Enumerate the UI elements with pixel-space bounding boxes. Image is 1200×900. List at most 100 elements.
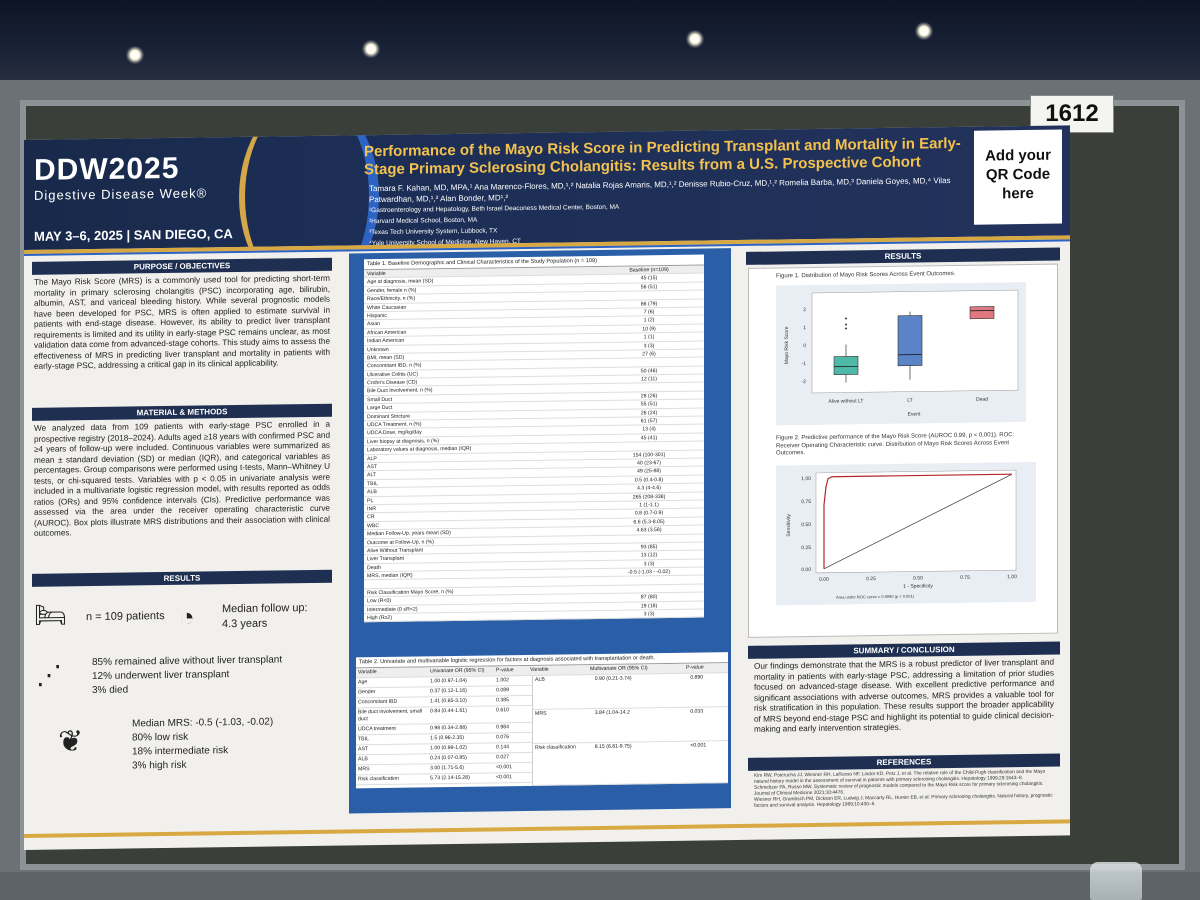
table-2-header-cell: Multivariate OR (95% CI) [590, 665, 648, 673]
methods-text: We analyzed data from 109 patients with … [34, 419, 330, 538]
x-tick: Dead [976, 397, 988, 403]
clock-icon: ◔ [179, 601, 195, 632]
outlier-point [845, 323, 847, 326]
table-1-cell-value: 3 (3) [643, 560, 655, 568]
roc-curve [823, 473, 1012, 569]
table-2-uni-row: Risk classification 5.73 (2.14-15.28) <0.0… [356, 772, 532, 786]
purpose-text: The Mayo Risk Score (MRS) is a commonly … [34, 273, 330, 371]
table-1-cell-value: 1 (2) [643, 317, 655, 324]
table-2-cell: Bile duct involvement, small duct [358, 708, 423, 723]
table-2-cell: 0.98 (0.34-2.88) [430, 724, 467, 732]
table-1-cell-value [594, 291, 704, 300]
summary-heading: SUMMARY / CONCLUSION [748, 641, 1060, 659]
plastic-cup [1090, 862, 1142, 900]
table-2-header-cell: Variable [358, 669, 377, 676]
x-axis-label: 1 - Specificity [903, 583, 933, 589]
followup-value: 4.3 years [222, 617, 268, 631]
table-2-cell: 0.984 [496, 724, 509, 731]
table-2-cell: 8.15 (6.81-9.75) [594, 743, 632, 751]
board-base [0, 872, 1200, 900]
table-1-cell-value: 3 (3) [643, 611, 655, 618]
ceiling-light [686, 30, 704, 48]
qr-placeholder: Add your QR Code here [974, 129, 1062, 225]
table-2-cell: Concomitant IBD [358, 698, 398, 706]
header-decoration [239, 125, 379, 250]
y-tick: 0 [803, 343, 806, 349]
table-2-header-cell: P-value [496, 667, 514, 674]
reference-line [823, 473, 1013, 570]
ddw-logo: DDW2025 Digestive Disease Week® MAY 3–6,… [34, 151, 244, 244]
table-2-header-cell: Univariate OR (95% CI) [430, 667, 485, 675]
table-2-cell: 3.84 (1.04-14.2 [594, 709, 630, 717]
table-1-cell-value: 87 (80) [640, 594, 658, 601]
table-1-cell-value: 6.6 (5.3-8.05) [633, 518, 665, 526]
outcome-died: 3% died [92, 684, 129, 697]
table-2-cell: 0.890 [690, 674, 704, 681]
table-2-cell: ALB [535, 676, 545, 683]
figure-1-boxplot: 2 1 0 -1 -2 Mayo Risk Score Alive withou… [776, 282, 1026, 426]
table-2-cell: AST [358, 746, 369, 753]
table-2-cell: UDCA treatment [358, 725, 396, 733]
box-dead [969, 306, 995, 320]
table-2-body: Age 1.00 (0.97-1.04) 1.002 Gender 0.37 (0.12… [356, 673, 728, 788]
y-tick: 1.00 [801, 476, 811, 482]
x-tick: 0.50 [913, 575, 923, 581]
table-2-cell: 1.5 (0.96-2.35) [430, 734, 465, 742]
table-1-cell-value: 50 (46) [640, 367, 658, 375]
table-2-cell: MRS [358, 766, 370, 773]
table-2-header-cell: Variable [530, 666, 549, 673]
outlier-point [845, 317, 847, 320]
table-1-cell-value: 56 (51) [640, 283, 658, 291]
table-1-cell-value: 12 (11) [640, 376, 658, 383]
table-2-cell: 1.41 (0.65-3.10) [430, 697, 467, 705]
table-2: Table 2. Univariate and multivariable lo… [356, 652, 728, 789]
table-1-cell-value [594, 576, 704, 585]
y-axis-label: Sensitivity [786, 514, 792, 537]
ceiling-light [915, 22, 933, 40]
references-heading: REFERENCES [748, 753, 1060, 771]
y-tick: 0.00 [801, 567, 811, 573]
table-1-cell-value: -0.5 (-1.03 - -0.02) [627, 569, 671, 576]
table-2-cell: TBIL [358, 736, 369, 743]
followup-label: Median follow up: [222, 602, 308, 616]
table-2-multi-row: MRS 3.84 (1.04-14.2 0.033 [533, 707, 728, 744]
table-2-cell: 0.385 [496, 697, 509, 704]
box-lt [897, 315, 923, 367]
table-1: Table 1. Baseline Demographic and Clinic… [364, 254, 704, 623]
x-tick: LT [907, 398, 912, 404]
patient-bed-icon: 🛏 [34, 599, 68, 630]
table-2-header-cell: P-value [686, 664, 704, 671]
table-2-cell: 0.610 [496, 707, 509, 714]
ceiling-light [362, 40, 380, 58]
table-2-cell: 0.089 [496, 687, 509, 694]
table-1-cell-value: 10 (9) [642, 325, 656, 333]
table-1-cell-value [594, 442, 704, 451]
x-axis-label: Event [908, 411, 921, 417]
poster: DDW2025 Digestive Disease Week® MAY 3–6,… [24, 125, 1070, 850]
results-heading-right: RESULTS [746, 247, 1060, 265]
table-2-cell: <0.001 [690, 742, 707, 749]
x-tick: 1.00 [1007, 574, 1017, 580]
table-2-cell: ALB [358, 756, 368, 763]
table-2-cell: Risk classification [535, 744, 576, 751]
table-2-cell: Gender [358, 689, 376, 696]
y-axis-label: Mayo Risk Score [784, 326, 790, 364]
figure-2-caption: Figure 2. Predictive performance of the … [776, 432, 1015, 457]
table-2-cell: 1.00 (0.99-1.02) [430, 744, 467, 752]
table-1-col-baseline: Baseline (n=109) [629, 266, 669, 274]
table-1-cell-value: 4.63 (3.58) [636, 527, 662, 534]
table-2-cell: 0.24 (0.07-0.85) [430, 754, 467, 762]
ceiling [0, 0, 1200, 90]
table-1-cell-value: 13 (12) [640, 552, 658, 559]
liver-icon: ❦ [58, 725, 84, 759]
outcome-alive: 85% remained alive without liver transpl… [92, 654, 283, 669]
high-risk: 3% high risk [132, 759, 187, 772]
table-2-cell: 0.144 [496, 744, 509, 751]
table-1-cell-value: 7 (6) [643, 309, 655, 316]
poster-title: Performance of the Mayo Risk Score in Pr… [364, 134, 961, 179]
table-1-cell-value: 45 (41) [640, 434, 658, 442]
table-2-cell: 1.002 [496, 677, 509, 684]
table-2-cell: 1.00 (0.97-1.04) [430, 677, 467, 685]
table-2-cell: Age [358, 679, 368, 686]
table-2-cell: <0.001 [496, 774, 513, 781]
